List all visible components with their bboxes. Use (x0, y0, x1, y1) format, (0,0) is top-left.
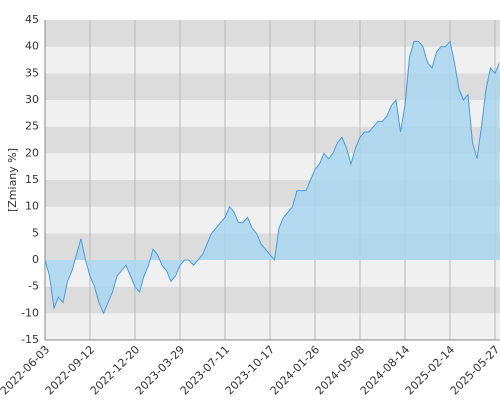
y-tick-label: 10 (25, 200, 39, 213)
area (45, 41, 500, 314)
grid-band (45, 313, 500, 340)
y-tick-label: -10 (21, 306, 39, 319)
y-tick-label: 40 (25, 40, 39, 53)
grid-band (45, 20, 500, 47)
grid-band (45, 286, 500, 314)
y-tick-label: -15 (21, 333, 39, 346)
y-tick-label: 15 (25, 173, 39, 186)
y-tick-label: -5 (28, 280, 39, 293)
y-tick-label: 30 (25, 93, 39, 106)
y-tick-label: 0 (32, 253, 39, 266)
y-tick-label: 45 (25, 13, 39, 26)
y-tick-label: 5 (32, 226, 39, 239)
y-tick-label: 20 (25, 146, 39, 159)
y-tick-label: 35 (25, 66, 39, 79)
y-axis-label: [Zmiany %] (6, 148, 19, 212)
y-tick-label: 25 (25, 120, 39, 133)
line (44, 40, 500, 315)
